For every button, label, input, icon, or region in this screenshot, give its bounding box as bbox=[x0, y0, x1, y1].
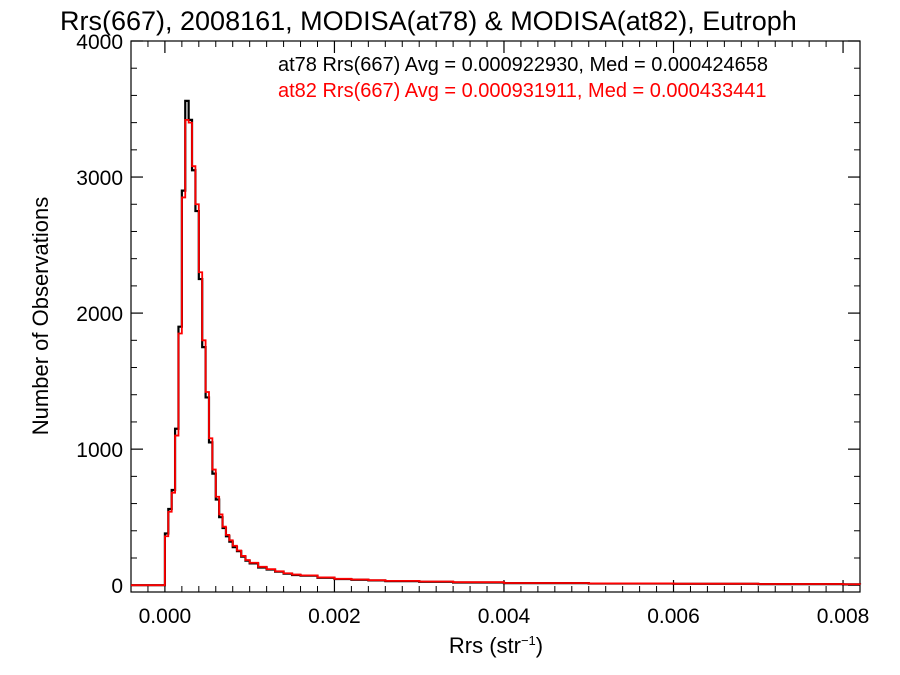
y-axis-label: Number of Observations bbox=[28, 197, 53, 435]
plot-frame bbox=[130, 40, 861, 593]
tick-labels: 0.000 0.002 0.004 0.006 0.008 0 1000 2000 3000 40… bbox=[76, 31, 869, 628]
y-tick-label: 3000 bbox=[76, 167, 123, 190]
x-tick-label: 0.008 bbox=[817, 605, 870, 628]
series-line-at82 bbox=[131, 119, 861, 587]
x-tick-label: 0.006 bbox=[647, 605, 700, 628]
chart-title: Rrs(667), 2008161, MODISA(at78) & MODISA… bbox=[60, 6, 797, 36]
y-tick-label: 2000 bbox=[76, 303, 123, 326]
x-tick-label: 0.004 bbox=[478, 605, 531, 628]
y-tick-label: 0 bbox=[111, 575, 123, 598]
x-axis-label: Rrs (str−1) bbox=[449, 633, 543, 658]
annotation-at82: at82 Rrs(667) Avg = 0.000931911, Med = 0… bbox=[278, 80, 767, 102]
x-tick-label: 0.000 bbox=[139, 605, 192, 628]
annotation-at78: at78 Rrs(667) Avg = 0.000922930, Med = 0… bbox=[278, 54, 768, 76]
y-tick-label: 1000 bbox=[76, 439, 123, 462]
x-tick-label: 0.002 bbox=[308, 605, 361, 628]
y-tick-label: 4000 bbox=[76, 31, 123, 54]
plot-area bbox=[130, 40, 861, 593]
data-series bbox=[131, 99, 862, 587]
